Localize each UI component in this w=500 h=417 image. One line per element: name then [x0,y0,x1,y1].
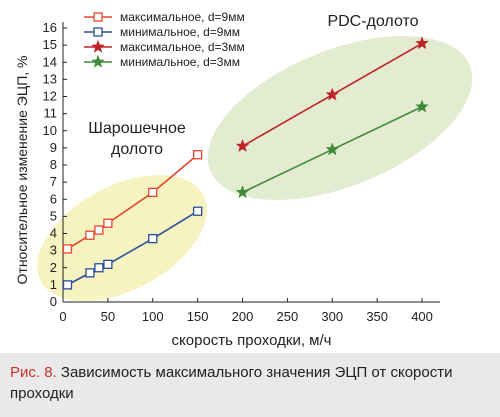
y-tick-label: 4 [50,226,57,241]
star-marker [325,87,340,101]
y-tick-label: 3 [50,243,57,258]
star-marker [91,54,105,68]
x-tick-label: 350 [366,309,388,324]
y-tick-label: 12 [43,89,57,104]
square-marker [148,233,158,244]
annotations: Шарошечное долото PDC-долото [88,13,418,158]
square-marker [94,263,104,273]
square-marker [62,280,73,290]
y-tick-label: 6 [50,191,57,206]
series [235,99,429,199]
legend-label: минимальное, d=3мм [120,55,240,69]
square-marker [85,230,95,240]
legend-label: минимальное, d=9мм [120,25,240,39]
legend-item: минимальное, d=3мм [84,54,240,69]
square-marker [103,218,113,228]
square-marker [148,187,158,198]
figure-caption: Рис. 8. Зависимость максимального значен… [10,362,480,404]
x-tick-label: 50 [101,309,115,324]
star-marker [235,185,250,199]
y-tick-label: 10 [43,123,57,138]
roller-cone-annotation-line-1: Шарошечное [88,120,186,137]
y-tick-label: 9 [50,140,57,155]
series-group [62,36,429,290]
pdc-region [207,35,473,201]
pdc-annotation: PDC-долото [327,13,418,30]
square-marker [93,27,103,37]
legend-label: максимальное, d=9мм [120,10,245,24]
square-marker [94,225,104,235]
x-tick-label: 150 [187,309,209,324]
y-tick-label: 13 [43,71,57,86]
square-marker [103,259,113,269]
x-tick-label: 400 [411,309,433,324]
roller-cone-annotation-line-2: долото [111,141,163,158]
x-tick-label: 200 [232,309,254,324]
y-tick-label: 8 [50,157,57,172]
y-tick-label: 2 [50,260,57,275]
caption-label: Рис. 8. [10,364,57,381]
series [62,206,203,290]
x-tick-label: 250 [277,309,299,324]
y-axis-label: Относительное изменение ЭЦП, % [14,56,30,285]
legend-item: максимальное, d=9мм [84,10,245,24]
legend-label: максимальное, d=3мм [120,40,245,54]
square-marker [192,206,203,216]
x-tick-label: 100 [142,309,164,324]
square-marker [85,268,95,278]
series [235,36,429,153]
roller-cone-region [37,174,207,302]
x-tick-label: 0 [59,309,66,324]
y-tick-label: 11 [44,106,58,121]
star-marker [91,39,105,53]
square-marker [93,12,103,22]
square-marker [62,244,73,254]
highlight-regions [37,35,473,302]
star-marker [415,99,429,113]
x-tick-label: 300 [321,309,343,324]
y-tick-label: 16 [43,20,57,35]
star-marker [235,138,250,153]
caption-text: Зависимость максимального значения ЭЦП о… [10,364,453,402]
y-tick-label: 1 [50,277,57,292]
y-tick-label: 14 [43,54,57,69]
x-axis-label: скорость проходки, м/ч [172,332,332,349]
legend-item: минимальное, d=9мм [84,25,240,39]
caption-band [0,353,500,417]
x-axis-ticks: 0 50 100 150 200 250 300 350 400 [59,298,433,324]
star-marker [415,36,429,50]
series [62,150,203,254]
y-tick-label: 7 [50,174,57,189]
y-tick-label: 15 [43,37,57,52]
y-tick-label: 5 [50,208,57,223]
y-tick-label: 0 [50,294,57,309]
legend-item: максимальное, d=3мм [84,39,245,54]
star-marker [325,142,340,156]
square-marker [192,150,203,160]
